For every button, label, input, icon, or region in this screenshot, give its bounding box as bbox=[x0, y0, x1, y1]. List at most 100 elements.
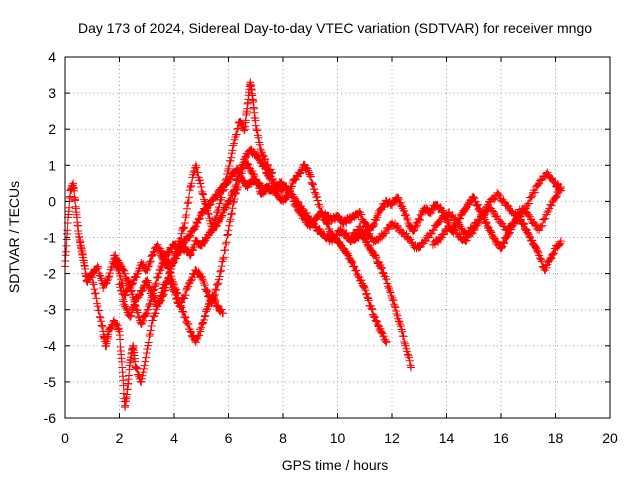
data-point bbox=[541, 214, 550, 223]
data-point bbox=[366, 233, 375, 242]
data-point bbox=[415, 216, 424, 225]
data-point bbox=[194, 215, 203, 224]
data-point bbox=[550, 249, 559, 258]
data-point bbox=[388, 296, 397, 305]
data-point bbox=[233, 165, 242, 174]
data-point bbox=[211, 296, 220, 305]
series-sat-b bbox=[88, 78, 277, 412]
data-point bbox=[181, 291, 190, 300]
data-point bbox=[234, 183, 243, 192]
data-point bbox=[144, 278, 153, 287]
series-sat-c bbox=[115, 145, 287, 321]
data-point bbox=[131, 302, 140, 311]
data-point bbox=[311, 188, 320, 197]
data-point bbox=[358, 282, 367, 291]
data-point bbox=[261, 155, 270, 164]
data-point bbox=[154, 273, 163, 282]
data-point bbox=[145, 283, 154, 292]
data-point bbox=[174, 247, 183, 256]
data-point bbox=[536, 254, 545, 263]
data-point bbox=[180, 223, 189, 232]
data-point bbox=[227, 209, 236, 218]
data-point bbox=[498, 242, 507, 251]
data-point bbox=[163, 263, 172, 272]
data-point bbox=[404, 351, 413, 360]
data-point bbox=[504, 230, 513, 239]
data-point bbox=[152, 273, 161, 282]
data-point bbox=[382, 338, 391, 347]
data-point bbox=[131, 301, 140, 310]
data-point bbox=[236, 117, 245, 126]
x-axis-label: GPS time / hours bbox=[282, 457, 389, 473]
data-point bbox=[386, 288, 395, 297]
data-point bbox=[315, 200, 324, 209]
data-point bbox=[382, 275, 391, 284]
data-point bbox=[383, 282, 392, 291]
data-point bbox=[145, 258, 154, 267]
data-point bbox=[213, 208, 222, 217]
data-point bbox=[244, 160, 253, 169]
data-point bbox=[455, 220, 464, 229]
data-point bbox=[199, 190, 208, 199]
data-point bbox=[189, 246, 198, 255]
data-point bbox=[551, 193, 560, 202]
series-sat-h bbox=[428, 182, 565, 249]
data-point bbox=[221, 246, 230, 255]
data-point bbox=[116, 271, 125, 280]
data-point bbox=[556, 239, 565, 248]
data-point bbox=[536, 176, 545, 185]
data-point bbox=[144, 262, 153, 271]
data-point bbox=[104, 273, 113, 282]
data-point bbox=[393, 221, 402, 230]
data-point bbox=[195, 176, 204, 185]
data-point bbox=[146, 257, 155, 266]
data-point bbox=[165, 247, 174, 256]
data-point bbox=[415, 215, 424, 224]
data-point bbox=[187, 276, 196, 285]
data-point bbox=[184, 320, 193, 329]
data-point bbox=[370, 312, 379, 321]
data-point bbox=[106, 324, 115, 333]
data-point bbox=[555, 240, 564, 249]
data-point bbox=[223, 167, 232, 176]
data-point bbox=[142, 353, 151, 362]
data-point bbox=[315, 202, 324, 211]
data-point bbox=[127, 311, 136, 320]
data-point bbox=[134, 370, 143, 379]
data-point bbox=[334, 212, 343, 221]
data-point bbox=[90, 285, 99, 294]
data-point bbox=[139, 316, 148, 325]
data-point bbox=[257, 146, 266, 155]
data-point bbox=[417, 210, 426, 219]
data-point bbox=[95, 312, 104, 321]
data-point bbox=[362, 289, 371, 298]
data-point bbox=[497, 244, 505, 253]
data-point bbox=[158, 284, 167, 293]
data-point bbox=[180, 294, 189, 303]
data-point bbox=[182, 204, 191, 213]
data-point bbox=[240, 154, 249, 163]
data-point bbox=[118, 264, 127, 273]
data-point bbox=[483, 222, 492, 231]
data-point bbox=[200, 312, 209, 321]
data-point bbox=[406, 361, 415, 370]
data-point bbox=[291, 199, 300, 208]
x-tick-label: 14 bbox=[439, 430, 455, 446]
data-point bbox=[488, 206, 497, 215]
data-point bbox=[406, 222, 415, 231]
data-point bbox=[170, 258, 178, 267]
data-point bbox=[231, 190, 240, 199]
data-point bbox=[165, 264, 174, 273]
data-point bbox=[152, 279, 161, 288]
data-point bbox=[396, 322, 405, 331]
data-point bbox=[103, 276, 112, 285]
x-tick-label: 12 bbox=[384, 430, 400, 446]
data-point bbox=[196, 179, 205, 188]
data-point bbox=[88, 278, 97, 287]
data-point bbox=[327, 216, 336, 225]
data-point bbox=[212, 213, 221, 222]
data-point bbox=[374, 209, 383, 218]
data-point bbox=[210, 215, 219, 224]
